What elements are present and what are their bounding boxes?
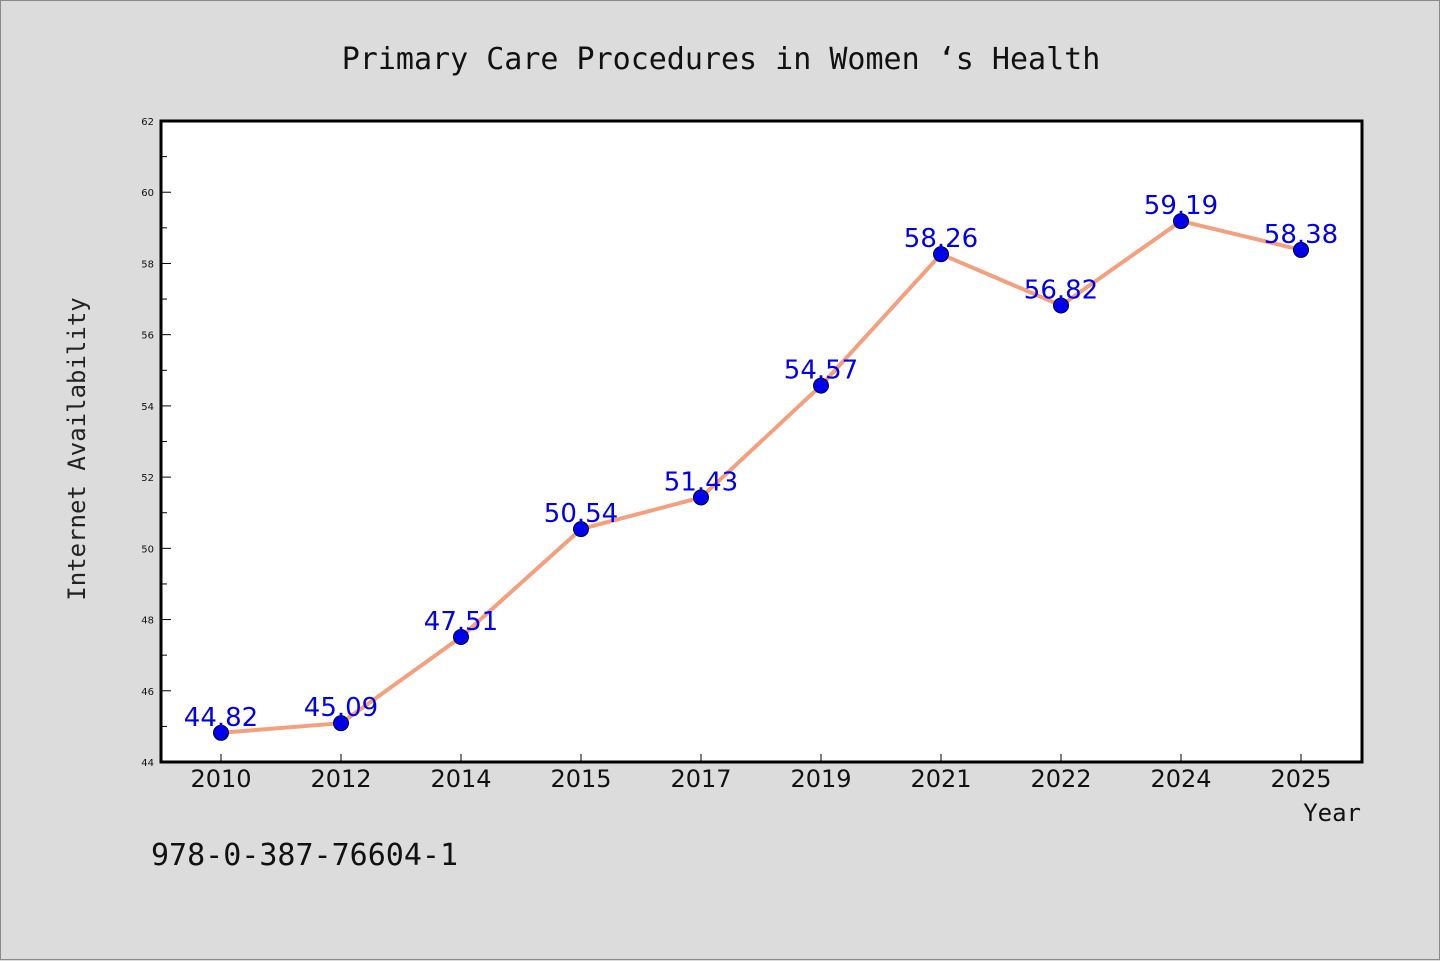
x-tick-label: 2014 — [430, 765, 491, 793]
y-tick-label: 48 — [141, 616, 154, 627]
data-label: 50.54 — [544, 499, 618, 529]
x-axis-label: Year — [1303, 799, 1361, 827]
data-label: 56.82 — [1024, 275, 1098, 305]
data-point — [813, 377, 829, 394]
data-point — [333, 715, 349, 732]
y-tick-label: 60 — [141, 188, 154, 199]
x-tick-label: 2021 — [910, 765, 971, 793]
x-tick-label: 2022 — [1030, 765, 1091, 793]
y-axis-label: Internet Availability — [63, 297, 91, 600]
y-tick-label: 56 — [141, 331, 154, 342]
y-tick-label: 54 — [141, 402, 154, 413]
data-point — [573, 521, 589, 538]
data-point — [1173, 213, 1189, 230]
isbn-footer: 978-0-387-76604-1 — [151, 838, 458, 873]
y-tick-label: 52 — [141, 473, 154, 484]
series-line — [220, 219, 1302, 735]
x-tick-label: 2015 — [550, 765, 611, 793]
data-point — [213, 724, 229, 741]
series-layer: 44.82 45.09 47.51 50.54 51.43 54.57 58.26 56.82… — [184, 191, 1338, 741]
data-label: 54.57 — [784, 356, 858, 386]
y-tick-label: 58 — [141, 259, 154, 270]
data-point — [933, 246, 949, 263]
y-axis: 44 46 48 50 52 54 56 58 60 62 — [141, 117, 171, 769]
y-tick-label: 50 — [141, 544, 154, 555]
x-tick-label: 2017 — [670, 765, 731, 793]
data-label: 58.38 — [1264, 220, 1338, 250]
x-tick-label: 2024 — [1150, 765, 1211, 793]
data-point — [1293, 241, 1309, 258]
data-label: 47.51 — [424, 607, 498, 637]
x-tick-label: 2010 — [190, 765, 251, 793]
data-point — [453, 629, 469, 646]
chart-title: Primary Care Procedures in Women ‘s Heal… — [342, 42, 1101, 77]
data-label: 44.82 — [184, 703, 258, 733]
x-tick-label: 2025 — [1270, 765, 1331, 793]
data-label: 59.19 — [1144, 191, 1218, 221]
data-label: 45.09 — [304, 693, 378, 723]
y-tick-label: 44 — [141, 758, 154, 769]
y-tick-label: 62 — [141, 117, 154, 128]
data-label: 51.43 — [664, 467, 738, 497]
data-point — [693, 489, 709, 506]
x-tick-label: 2019 — [790, 765, 851, 793]
x-tick-label: 2012 — [310, 765, 371, 793]
data-label: 58.26 — [904, 224, 978, 254]
data-point — [1053, 297, 1069, 314]
x-axis: 2010 2012 2014 2015 2017 2019 2021 2022 2024 2025 — [190, 754, 1332, 793]
y-tick-label: 46 — [141, 687, 154, 698]
